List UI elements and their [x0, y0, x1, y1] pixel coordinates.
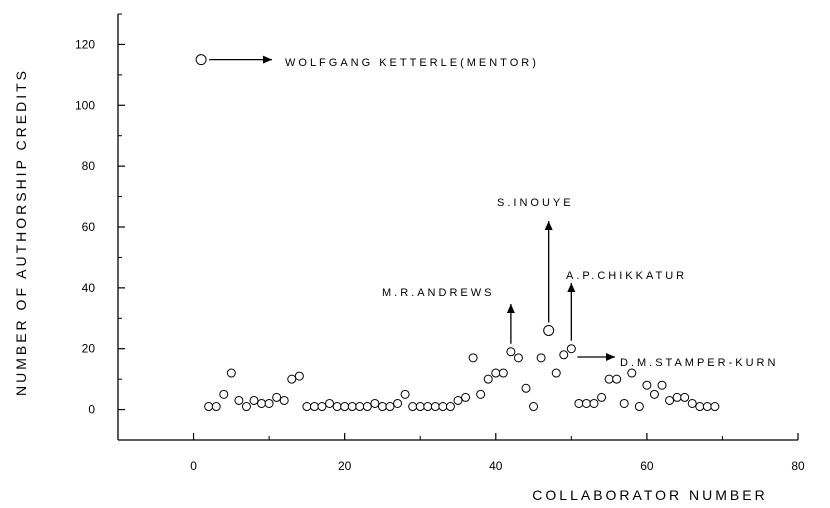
data-point	[619, 398, 629, 408]
annotation-stamper-kurn: D.M.STAMPER-KURN	[620, 357, 778, 369]
data-point	[710, 402, 720, 412]
ticks: 0 20 40 60 80 0 20 40 60 80 100 120	[75, 13, 805, 473]
arrow-head	[606, 353, 615, 361]
data-point	[506, 347, 516, 357]
data-point	[536, 353, 546, 363]
arrow-head	[263, 55, 272, 64]
y-tick-label: 60	[82, 220, 96, 234]
data-point	[566, 344, 576, 354]
data-point	[476, 389, 486, 399]
data-point	[408, 402, 418, 412]
data-point	[665, 395, 675, 405]
data-point	[219, 389, 229, 399]
data-point	[279, 395, 289, 405]
data-point	[370, 398, 380, 408]
data-point	[612, 374, 622, 384]
data-point	[589, 398, 599, 408]
data-point	[294, 371, 304, 381]
data-point	[272, 392, 282, 402]
data-point	[309, 402, 319, 412]
data-point	[687, 398, 697, 408]
y-tick-label: 80	[82, 159, 96, 173]
y-tick-label: 100	[75, 98, 95, 112]
data-point	[234, 395, 244, 405]
y-tick-label: 120	[75, 37, 95, 51]
data-point	[672, 392, 682, 402]
x-tick-label: 40	[489, 459, 503, 473]
x-tick-label: 60	[640, 459, 654, 473]
data-point	[204, 402, 214, 412]
data-point	[211, 402, 221, 412]
data-point	[581, 398, 591, 408]
data-point	[325, 398, 335, 408]
data-point	[604, 374, 614, 384]
data-point	[287, 374, 297, 384]
data-point	[680, 392, 690, 402]
data-point	[498, 368, 508, 378]
data-point	[415, 402, 425, 412]
data-point	[195, 54, 207, 66]
data-point	[649, 389, 659, 399]
data-point	[400, 389, 410, 399]
y-tick-label: 0	[88, 403, 95, 417]
data-point	[551, 368, 561, 378]
data-point	[385, 402, 395, 412]
annotation-ketterle: WOLFGANG KETTERLE(MENTOR)	[285, 57, 539, 69]
annotation-andrews: M.R.ANDREWS	[382, 287, 494, 299]
data-point	[461, 392, 471, 402]
arrow-head	[506, 304, 515, 313]
data-point	[226, 368, 236, 378]
data-point	[702, 402, 712, 412]
data-point	[438, 402, 448, 412]
annotation-inouye: S.INOUYE	[497, 197, 574, 209]
data-point	[241, 402, 251, 412]
data-point	[574, 398, 584, 408]
arrow-head	[544, 221, 553, 230]
points	[195, 54, 720, 412]
data-point	[249, 395, 259, 405]
annotation-arrows	[209, 55, 615, 361]
x-tick-label: 0	[190, 459, 197, 473]
data-point	[491, 368, 501, 378]
data-point	[332, 402, 342, 412]
data-point	[468, 353, 478, 363]
y-tick-label: 20	[82, 342, 96, 356]
data-point	[695, 402, 705, 412]
data-point	[393, 398, 403, 408]
data-point	[317, 402, 327, 412]
data-point	[445, 402, 455, 412]
axes	[117, 14, 798, 441]
arrow-head	[567, 283, 576, 292]
data-point	[521, 383, 531, 393]
data-point	[543, 324, 555, 336]
data-point	[453, 395, 463, 405]
data-point	[340, 402, 350, 412]
x-axis-label: COLLABORATOR NUMBER	[532, 487, 767, 503]
data-point	[347, 402, 357, 412]
data-point	[362, 402, 372, 412]
data-point	[657, 380, 667, 390]
data-point	[559, 350, 569, 360]
y-tick-label: 40	[82, 281, 96, 295]
data-point	[627, 368, 637, 378]
data-point	[642, 380, 652, 390]
data-point	[597, 392, 607, 402]
data-point	[430, 402, 440, 412]
x-tick-label: 20	[338, 459, 352, 473]
data-point	[513, 353, 523, 363]
data-point	[423, 402, 433, 412]
y-axis-label: NUMBER OF AUTHORSHIP CREDITS	[13, 68, 29, 396]
data-point	[483, 374, 493, 384]
data-point	[302, 402, 312, 412]
data-point	[355, 402, 365, 412]
data-point	[377, 402, 387, 412]
x-tick-label: 80	[791, 459, 805, 473]
data-point	[634, 402, 644, 412]
data-point	[264, 398, 274, 408]
annotation-chikkatur: A.P.CHIKKATUR	[566, 270, 687, 282]
data-point	[257, 398, 267, 408]
data-point	[529, 402, 539, 412]
